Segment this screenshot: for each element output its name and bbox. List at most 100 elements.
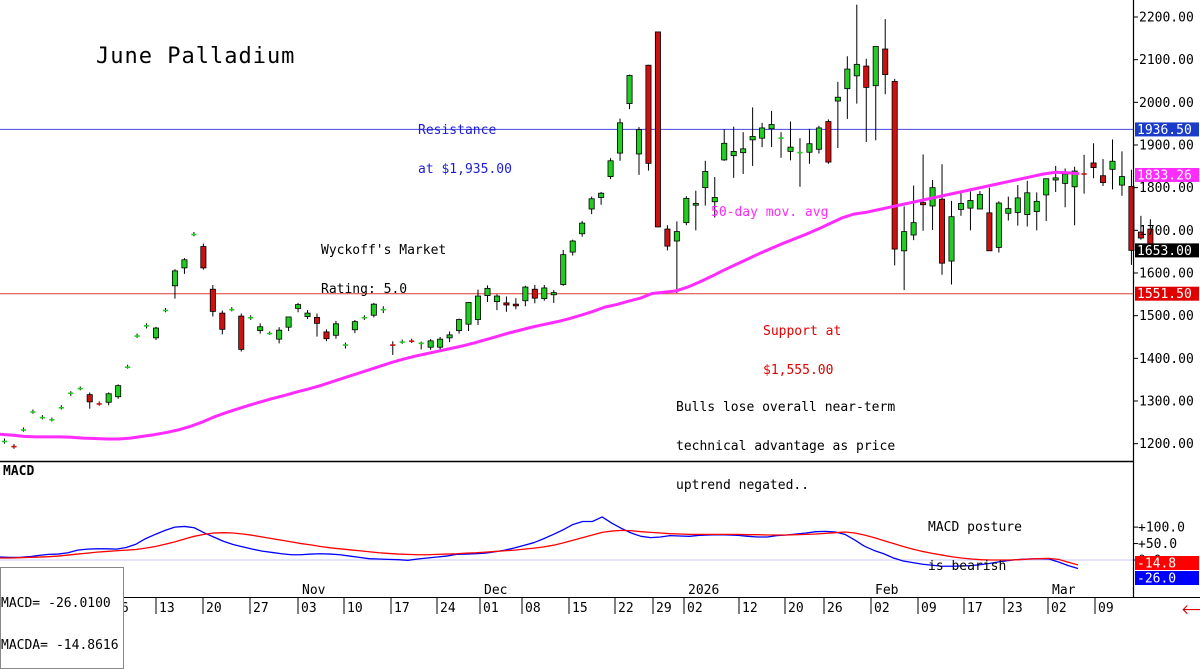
price-tick-label: 1400.00 — [1139, 352, 1194, 367]
candle — [503, 296, 510, 312]
moving-average-tag-text: 1833.26 — [1137, 168, 1192, 183]
candle — [560, 249, 567, 286]
candle-body-up — [1052, 177, 1059, 181]
candle — [171, 269, 178, 299]
macda-tag-text: -14.8 — [1137, 557, 1176, 572]
macd-readout-value: -26.0100 — [48, 596, 111, 611]
price-tick-label: 2200.00 — [1139, 11, 1194, 26]
macd-readout-label: MACD= — [1, 596, 41, 611]
candle — [1062, 168, 1069, 208]
candle-body-up — [105, 393, 112, 403]
candle — [323, 329, 330, 342]
candle-body-up — [778, 137, 784, 139]
candle-body-down — [939, 198, 946, 264]
candle-body-up — [162, 309, 169, 312]
price-tick-label: 1900.00 — [1139, 139, 1194, 154]
candle-body-up — [484, 287, 491, 297]
candle — [162, 307, 169, 313]
x-tick-label: 20 — [206, 601, 222, 616]
price-tick-label: 1300.00 — [1139, 395, 1194, 410]
candle-body-down — [664, 228, 671, 247]
candle-body-down — [409, 340, 415, 343]
candle — [863, 58, 870, 143]
support-tag-box — [1135, 286, 1199, 301]
candle-body-up — [1043, 178, 1050, 196]
candle — [531, 284, 538, 304]
candle — [939, 164, 946, 275]
candle-body-up — [579, 222, 586, 235]
month-label: Nov — [302, 583, 326, 598]
wyckoff-line1: Wyckoff's Market — [321, 243, 447, 258]
candle — [995, 201, 1002, 253]
candle-body-up — [342, 344, 349, 346]
candle — [872, 46, 879, 141]
candle-body-up — [276, 329, 283, 340]
candle-body-up — [721, 142, 728, 161]
x-tick-label: 01 — [483, 601, 499, 616]
candle-body-up — [844, 68, 851, 90]
candle — [267, 331, 273, 335]
month-label: 2026 — [688, 583, 719, 598]
candle-body-up — [834, 96, 841, 102]
scroll-arrow-icon[interactable]: 🡐 — [1181, 602, 1200, 618]
moving-average-layer — [0, 170, 1080, 441]
moving-average-tag-box — [1135, 167, 1199, 182]
candle-body-down — [512, 303, 519, 307]
candle — [115, 384, 122, 399]
resistance-label-line1: Resistance — [418, 123, 497, 138]
candle-body-up — [153, 327, 160, 339]
candle-body-up — [711, 197, 718, 203]
candle — [1100, 159, 1107, 186]
macd-readout-row: MACD= -26.0100 — [1, 597, 119, 611]
candle-body-up — [806, 143, 813, 153]
candle-body-up — [683, 197, 690, 224]
candle-body-down — [209, 288, 216, 312]
candle-body-up — [607, 160, 614, 177]
candle-body-down — [825, 121, 832, 163]
candle-body-up — [673, 231, 680, 242]
moving-average-tag: 1833.26 — [1135, 167, 1199, 183]
candle — [1005, 196, 1012, 221]
candle — [11, 444, 17, 449]
candle-body-up — [1014, 197, 1021, 213]
candle — [1109, 139, 1116, 190]
chart-grid — [0, 128, 1133, 561]
candle — [626, 74, 633, 110]
price-tick-label: 2000.00 — [1139, 96, 1194, 111]
candle-body-up — [1062, 173, 1069, 184]
candle — [77, 386, 83, 391]
candle — [976, 191, 983, 210]
candle-body-down — [503, 302, 510, 306]
x-tick-label: 03 — [301, 601, 317, 616]
candle-body-down — [1090, 162, 1097, 169]
candle-body-up — [171, 270, 178, 287]
candle — [853, 4, 860, 104]
candle-body-up — [550, 292, 557, 296]
price-tick-label: 2100.00 — [1139, 53, 1194, 68]
candle-body-down — [1100, 175, 1107, 183]
candle-body-up — [332, 323, 339, 336]
candle-body-up — [692, 203, 699, 206]
candle-body-up — [541, 287, 548, 300]
candle — [692, 190, 699, 231]
candle-body-up — [588, 198, 595, 210]
last-price-tag-text: 1653.00 — [1137, 244, 1192, 259]
resistance-label: Resistance at $1,935.00 — [418, 98, 512, 189]
candle — [399, 339, 405, 344]
x-tick-label: 22 — [618, 601, 634, 616]
x-tick-label: 23 — [1007, 601, 1023, 616]
macda-tag-box — [1135, 556, 1199, 570]
candle — [1, 438, 8, 444]
candle-body-up — [1071, 170, 1078, 188]
price-tick-label: 1700.00 — [1139, 224, 1194, 239]
candle — [617, 118, 624, 161]
candle-body-up — [370, 303, 377, 316]
candle-body-down — [323, 331, 330, 340]
x-tick-label: 09 — [1098, 601, 1114, 616]
candle-body-up — [749, 136, 756, 141]
candle-body-up — [976, 194, 983, 210]
candle-body-down — [891, 81, 898, 250]
candle-body-down — [219, 312, 226, 330]
candle-body-up — [191, 233, 197, 236]
candle — [39, 415, 45, 420]
